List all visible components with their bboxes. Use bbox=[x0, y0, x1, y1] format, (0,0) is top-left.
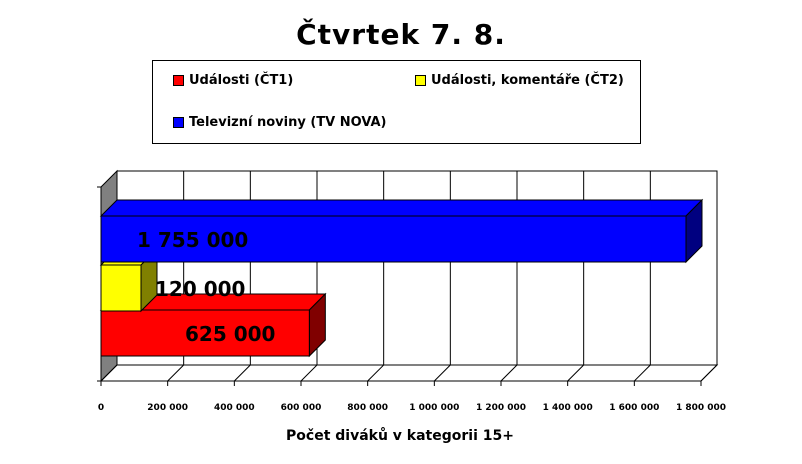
x-tick-label: 1 800 000 bbox=[676, 403, 726, 413]
legend-label-ct1: Události (ČT1) bbox=[189, 73, 294, 88]
legend-item-ct2: Události, komentáře (ČT2) bbox=[415, 73, 624, 88]
legend-swatch-ct1 bbox=[173, 75, 184, 86]
x-tick-label: 1 600 000 bbox=[609, 403, 659, 413]
bar-top-2 bbox=[99, 199, 704, 217]
floor-gridline bbox=[233, 364, 251, 382]
x-tick-label: 800 000 bbox=[347, 403, 388, 413]
floor-gridline bbox=[500, 364, 518, 382]
bar-1 bbox=[100, 264, 142, 312]
floor-gridline bbox=[100, 364, 118, 382]
legend-swatch-nova bbox=[173, 117, 184, 128]
floor bbox=[99, 364, 719, 382]
x-tick-label: 600 000 bbox=[281, 403, 322, 413]
bar-value-label-0: 625 000 bbox=[185, 322, 275, 346]
floor-gridline bbox=[700, 364, 718, 382]
x-tick-label: 1 200 000 bbox=[476, 403, 526, 413]
floor-gridline bbox=[567, 364, 585, 382]
bar-value-label-1: 120 000 bbox=[155, 277, 245, 301]
legend-swatch-ct2 bbox=[415, 75, 426, 86]
bar-value-label-2: 1 755 000 bbox=[137, 228, 248, 252]
x-tick-label: 0 bbox=[98, 403, 104, 413]
bar-0 bbox=[100, 309, 310, 357]
x-tick-label: 400 000 bbox=[214, 403, 255, 413]
floor-gridline bbox=[433, 364, 451, 382]
x-tick-label: 1 000 000 bbox=[409, 403, 459, 413]
x-axis-title: Počet diváků v kategorii 15+ bbox=[286, 428, 514, 444]
legend-label-nova: Televizní noviny (TV NOVA) bbox=[189, 115, 387, 130]
floor-gridline bbox=[300, 364, 318, 382]
x-tick-label: 200 000 bbox=[147, 403, 188, 413]
legend-item-nova: Televizní noviny (TV NOVA) bbox=[173, 115, 387, 130]
floor-gridline bbox=[367, 364, 385, 382]
legend-label-ct2: Události, komentáře (ČT2) bbox=[431, 73, 624, 88]
bar-2 bbox=[100, 215, 687, 263]
chart-legend: Události (ČT1) Události, komentáře (ČT2)… bbox=[152, 60, 641, 144]
chart-title: Čtvrtek 7. 8. bbox=[296, 18, 506, 51]
legend-item-ct1: Události (ČT1) bbox=[173, 73, 293, 88]
floor-gridline bbox=[633, 364, 651, 382]
floor-gridline bbox=[167, 364, 185, 382]
x-tick-label: 1 400 000 bbox=[543, 403, 593, 413]
